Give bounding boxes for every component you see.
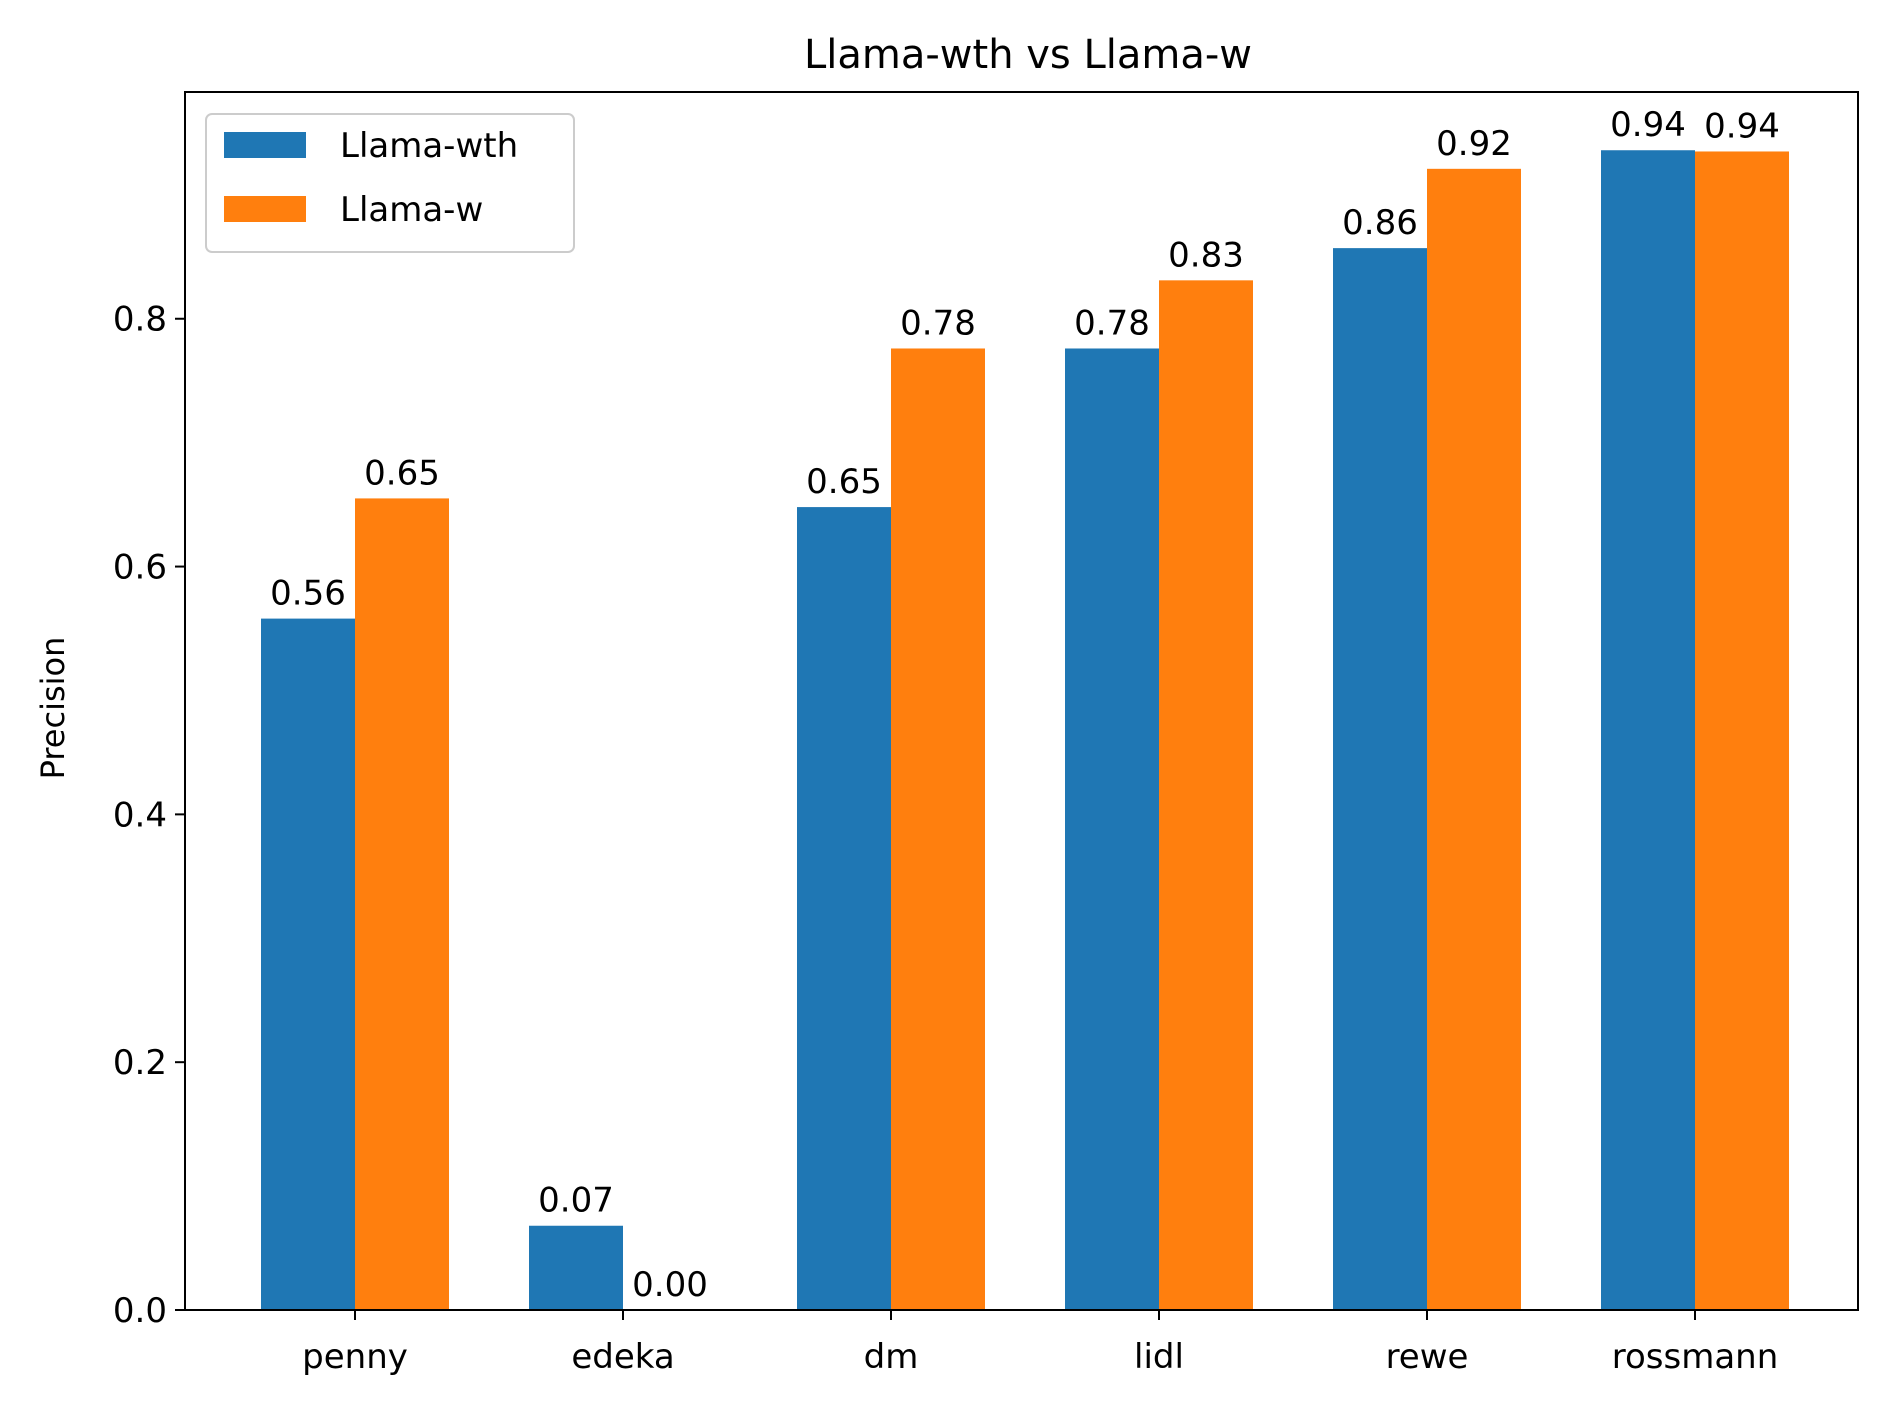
y-tick-label: 0.6 <box>113 548 167 588</box>
bar-llama-wth-rossmann <box>1601 150 1695 1311</box>
x-tick-label-penny: penny <box>302 1337 408 1377</box>
bar-llama-wth-rewe <box>1333 248 1427 1310</box>
data-label-llama-wth-penny: 0.56 <box>270 574 346 614</box>
data-label-llama-w-dm: 0.78 <box>900 303 976 343</box>
data-label-llama-w-penny: 0.65 <box>364 453 440 493</box>
bar-llama-wth-lidl <box>1065 348 1159 1310</box>
data-label-llama-w-rossmann: 0.94 <box>1704 106 1780 146</box>
legend-label-llama-wth: Llama-wth <box>340 126 518 166</box>
bar-llama-w-dm <box>891 348 985 1310</box>
bar-llama-w-penny <box>355 498 449 1310</box>
plot-area: 0.56 0.07 0.65 0.78 0.86 0.94 0.65 0.00 0.78 0.83… <box>113 91 1859 1377</box>
chart-title: Llama-wth vs Llama-w <box>804 32 1252 78</box>
x-tick-label-rewe: rewe <box>1386 1337 1469 1377</box>
legend-swatch-llama-w <box>224 196 306 222</box>
data-label-llama-wth-rossmann: 0.94 <box>1610 105 1686 145</box>
legend-label-llama-w: Llama-w <box>340 190 483 230</box>
data-label-llama-wth-edeka: 0.07 <box>538 1181 614 1221</box>
y-axis-label: Precision <box>34 637 72 780</box>
data-label-llama-wth-lidl: 0.78 <box>1074 303 1150 343</box>
axes-frame <box>184 91 1859 1311</box>
bar-llama-wth-penny <box>261 618 355 1310</box>
bar-llama-wth-edeka <box>529 1225 623 1310</box>
legend: Llama-wth Llama-w <box>205 113 575 253</box>
y-tick-label: 0.8 <box>113 300 167 340</box>
x-tick-label-lidl: lidl <box>1134 1337 1184 1377</box>
x-tick-label-dm: dm <box>864 1337 919 1377</box>
data-label-llama-wth-dm: 0.65 <box>806 462 882 502</box>
data-label-llama-w-lidl: 0.83 <box>1168 235 1244 275</box>
y-tick-label: 0.4 <box>113 795 167 835</box>
data-label-llama-wth-rewe: 0.86 <box>1342 203 1418 243</box>
data-label-llama-w-edeka: 0.00 <box>632 1265 708 1305</box>
bar-llama-wth-dm <box>797 507 891 1311</box>
legend-swatch-llama-wth <box>224 132 306 158</box>
data-label-llama-w-rewe: 0.92 <box>1436 124 1512 164</box>
x-tick-label-rossmann: rossmann <box>1612 1337 1779 1377</box>
y-tick-label: 0.0 <box>113 1291 167 1331</box>
bar-llama-w-rewe <box>1427 168 1521 1310</box>
bar-llama-w-lidl <box>1159 280 1253 1310</box>
bar-llama-w-rossmann <box>1695 151 1789 1310</box>
x-tick-label-edeka: edeka <box>571 1337 674 1377</box>
y-tick-label: 0.2 <box>113 1043 167 1083</box>
